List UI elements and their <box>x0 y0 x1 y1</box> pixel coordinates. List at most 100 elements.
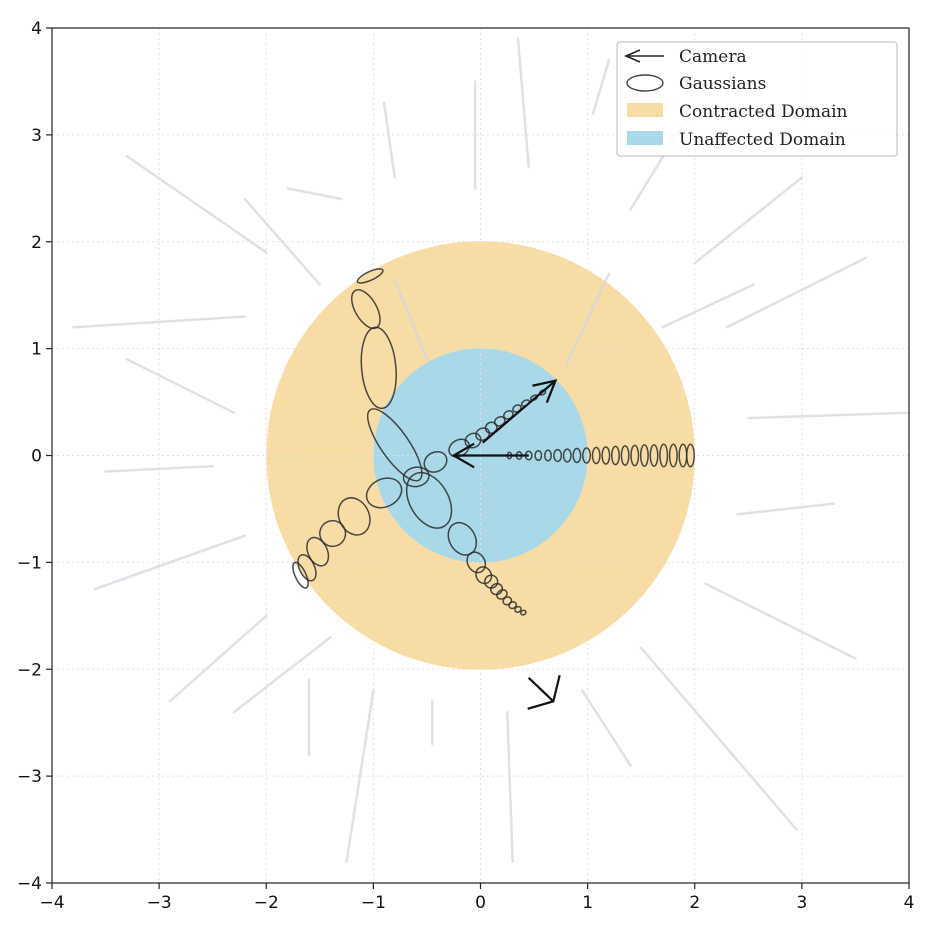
gaussian-ellipse <box>423 450 448 473</box>
x-tick-label: 4 <box>904 893 915 913</box>
gaussian-chain-southwest <box>292 466 430 589</box>
x-tick-label: −2 <box>254 893 279 913</box>
y-tick-label: −4 <box>17 874 42 894</box>
legend-item-unaffected-domain: Unaffected Domain <box>627 130 846 150</box>
legend-item-gaussians: Gaussians <box>626 74 766 94</box>
legend: Camera Gaussians Contracted Domain Unaff… <box>616 41 898 157</box>
field-ray <box>286 187 343 201</box>
gaussian-ellipse <box>490 582 504 596</box>
field-ray <box>125 358 236 414</box>
gaussian-ellipse <box>405 471 453 529</box>
x-tick-label: 2 <box>689 893 700 913</box>
gaussian-ellipse <box>356 268 384 284</box>
gaussian-ellipse <box>475 566 493 585</box>
unaffected-domain-swatch <box>627 131 663 145</box>
gaussian-ellipse <box>508 601 518 610</box>
gaussian-ellipse <box>630 444 640 467</box>
field-ray <box>345 689 375 863</box>
gaussian-ellipse <box>572 447 582 464</box>
field-ray <box>736 502 836 516</box>
legend-label-gaussians: Gaussians <box>679 74 766 94</box>
field-ray <box>125 155 268 254</box>
field-ray <box>693 176 804 265</box>
field-ray <box>93 534 247 591</box>
legend-label-camera: Camera <box>679 47 747 67</box>
field-ray <box>232 635 332 714</box>
field-ray <box>382 101 397 179</box>
gaussian-ellipse <box>649 444 659 467</box>
camera-arrowhead <box>527 675 561 710</box>
x-tick-label: 1 <box>582 893 593 913</box>
gaussian-ellipse <box>367 408 423 482</box>
field-ray <box>591 58 611 115</box>
y-tick-label: 4 <box>31 19 42 39</box>
x-tick-label: 0 <box>475 893 486 913</box>
gaussian-ellipse <box>620 445 630 466</box>
gaussian-ellipse <box>464 432 482 449</box>
gaussian-ellipse <box>601 446 611 465</box>
gaussian-ellipse <box>292 561 309 589</box>
y-tick-label: 0 <box>31 447 42 467</box>
gaussian-ellipse <box>514 605 522 613</box>
legend-item-camera: Camera <box>623 47 747 67</box>
y-tick-label: −1 <box>17 553 42 573</box>
gaussian-ellipse <box>319 519 347 548</box>
field-ray <box>506 710 514 863</box>
field-ray <box>581 689 632 767</box>
gaussian-ellipse <box>520 609 527 616</box>
field-ray <box>704 582 857 660</box>
field-ray <box>639 646 798 831</box>
gaussian-ellipse <box>582 447 592 464</box>
field-ray <box>104 464 214 473</box>
legend-label-unaffected-domain: Unaffected Domain <box>679 130 846 150</box>
gaussian-ellipse <box>466 551 487 574</box>
field-ray <box>393 277 429 361</box>
gaussian-ellipse <box>553 448 563 463</box>
field-ray <box>72 315 247 329</box>
contracted-domain-swatch <box>627 103 663 117</box>
camera-arrow-icon <box>623 49 664 63</box>
field-ray <box>564 272 611 366</box>
gaussian-ellipse <box>484 574 499 589</box>
gaussian-ellipse <box>685 443 695 468</box>
camera-shaft <box>481 379 557 444</box>
x-tick-label: −4 <box>39 893 64 913</box>
camera-shaft <box>527 677 555 703</box>
gaussian-ellipse <box>350 289 381 330</box>
camera-2 <box>481 379 558 444</box>
y-tick-label: −2 <box>17 660 42 680</box>
x-tick-label: −3 <box>147 893 172 913</box>
gaussian-chain-east <box>506 443 695 468</box>
axis-ticks: −4 −3 −2 −1 0 1 2 3 4 −4 −3 −2 −1 0 1 2 3 4 <box>17 19 914 913</box>
gaussian-ellipse <box>544 449 552 462</box>
y-tick-label: −3 <box>17 767 42 787</box>
camera-3 <box>527 675 561 710</box>
y-tick-label: 1 <box>31 340 42 360</box>
gaussian-ellipse <box>365 477 403 509</box>
gaussian-ellipse <box>306 536 330 567</box>
legend-item-contracted-domain: Contracted Domain <box>627 102 848 122</box>
gaussian-chains <box>292 268 695 616</box>
camera-1 <box>451 442 529 469</box>
camera-arrowhead <box>532 379 558 404</box>
gaussian-ellipse <box>639 444 649 467</box>
field-ray <box>516 37 530 169</box>
gaussian-ellipse <box>591 446 601 465</box>
y-tick-label: 3 <box>31 126 42 146</box>
y-tick-label: 2 <box>31 233 42 253</box>
gaussian-ellipse <box>610 445 620 466</box>
camera-arrowhead <box>451 442 475 469</box>
x-tick-label: −1 <box>361 893 386 913</box>
field-ray <box>661 283 755 329</box>
x-tick-label: 3 <box>796 893 807 913</box>
field-ray <box>243 197 322 286</box>
gaussian-ellipse <box>659 443 669 468</box>
field-ray <box>725 256 868 329</box>
legend-label-contracted-domain: Contracted Domain <box>679 102 848 122</box>
gaussian-ellipse <box>668 443 678 468</box>
field-ray <box>747 411 911 420</box>
gaussian-ellipse <box>562 448 572 463</box>
gaussian-ellipse <box>534 449 543 462</box>
gaussian-chain-north <box>350 268 397 410</box>
